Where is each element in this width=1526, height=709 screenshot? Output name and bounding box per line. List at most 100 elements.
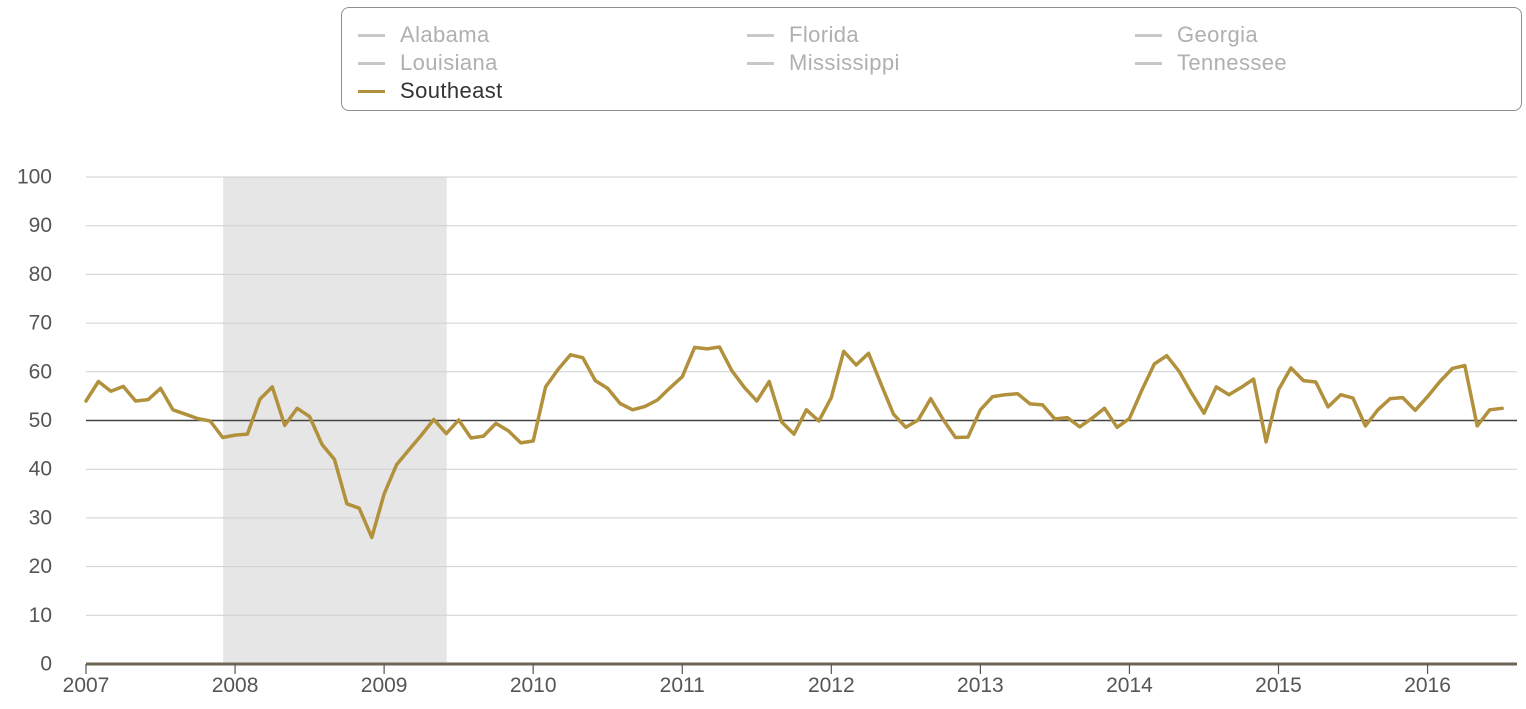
data-point [1053, 417, 1057, 421]
data-point [978, 408, 982, 412]
data-point [1289, 366, 1293, 370]
data-point [432, 418, 436, 422]
data-point [568, 353, 572, 357]
data-point [134, 399, 138, 403]
data-point [146, 398, 150, 402]
legend-label-georgia: Georgia [1177, 22, 1259, 47]
data-point [1103, 406, 1107, 410]
data-point [1475, 424, 1479, 428]
data-point [1463, 363, 1467, 367]
data-point [730, 369, 734, 373]
data-point [233, 433, 237, 437]
y-tick-label-80: 80 [29, 263, 52, 286]
data-point [1227, 393, 1231, 397]
legend-item-southeast[interactable]: Southeast [358, 78, 503, 104]
data-point [308, 415, 312, 419]
data-point [1041, 403, 1045, 407]
data-point [718, 345, 722, 349]
data-point [705, 347, 709, 351]
legend-swatch-louisiana [358, 61, 385, 65]
data-point [1115, 425, 1119, 429]
data-point [792, 432, 796, 436]
data-point [1078, 425, 1082, 429]
legend-item-louisiana[interactable]: Louisiana [358, 50, 498, 76]
data-point [1152, 362, 1156, 366]
data-point [457, 418, 461, 422]
data-point [829, 396, 833, 400]
x-tick-label-2014: 2014 [1106, 674, 1153, 697]
legend-label-florida: Florida [789, 22, 860, 47]
legend-item-mississippi[interactable]: Mississippi [747, 50, 900, 76]
data-point [208, 419, 212, 423]
y-tick-label-40: 40 [29, 458, 52, 481]
data-point [680, 375, 684, 379]
data-point [1339, 393, 1343, 397]
data-point [320, 442, 324, 446]
data-point [444, 432, 448, 436]
data-point [929, 397, 933, 401]
data-point [1264, 440, 1268, 444]
data-point [581, 356, 585, 360]
data-point [283, 423, 287, 427]
legend-item-tennessee[interactable]: Tennessee [1135, 50, 1287, 76]
data-point [332, 457, 336, 461]
data-point [1165, 354, 1169, 358]
y-tick-label-20: 20 [29, 555, 52, 578]
data-point [382, 492, 386, 496]
data-point [1326, 405, 1330, 409]
legend-item-florida[interactable]: Florida [747, 22, 859, 48]
x-tick-label-2009: 2009 [361, 674, 408, 697]
data-point [966, 435, 970, 439]
data-point [916, 418, 920, 422]
data-point [109, 389, 113, 393]
data-point [991, 395, 995, 399]
data-point [1363, 424, 1367, 428]
data-point [941, 418, 945, 422]
data-point [817, 419, 821, 423]
data-point [1388, 397, 1392, 401]
y-tick-label-30: 30 [29, 506, 52, 529]
legend-item-alabama[interactable]: Alabama [358, 22, 490, 48]
x-tick-label-2015: 2015 [1255, 674, 1302, 697]
legend-swatch-florida [747, 33, 774, 37]
legend-swatch-georgia [1135, 33, 1162, 37]
data-point [1351, 396, 1355, 400]
data-point [804, 408, 808, 412]
y-tick-label-70: 70 [29, 312, 52, 335]
data-point [767, 380, 771, 384]
data-point [618, 401, 622, 405]
data-point [1065, 416, 1069, 420]
legend-swatch-mississippi [747, 61, 774, 65]
legend-label-southeast: Southeast [400, 78, 503, 103]
data-point [693, 345, 697, 349]
data-point [96, 380, 100, 384]
data-point [1190, 391, 1194, 395]
data-point [631, 408, 635, 412]
data-point [171, 408, 175, 412]
y-tick-label-50: 50 [29, 409, 52, 432]
data-point [531, 439, 535, 443]
data-point [1314, 380, 1318, 384]
legend-label-louisiana: Louisiana [400, 50, 498, 75]
x-tick-label-2012: 2012 [808, 674, 855, 697]
data-point [1277, 388, 1280, 392]
data-point [183, 412, 187, 416]
legend-label-alabama: Alabama [400, 22, 490, 47]
data-point [1401, 396, 1405, 400]
data-point [556, 367, 560, 371]
data-point [1028, 402, 1032, 406]
y-tick-label-90: 90 [29, 214, 52, 237]
data-point [419, 433, 423, 437]
data-point [891, 412, 895, 416]
data-point [1413, 408, 1417, 412]
data-point [780, 420, 784, 424]
legend-label-tennessee: Tennessee [1177, 50, 1288, 75]
legend-swatch-southeast [358, 89, 385, 93]
legend: Alabama Florida Georgia Louisiana Missis… [341, 7, 1522, 111]
data-point [519, 441, 523, 445]
data-point [221, 436, 225, 440]
data-point [544, 385, 548, 389]
x-tick-label-2008: 2008 [212, 674, 259, 697]
legend-item-georgia[interactable]: Georgia [1135, 22, 1258, 48]
data-point [1127, 417, 1131, 421]
